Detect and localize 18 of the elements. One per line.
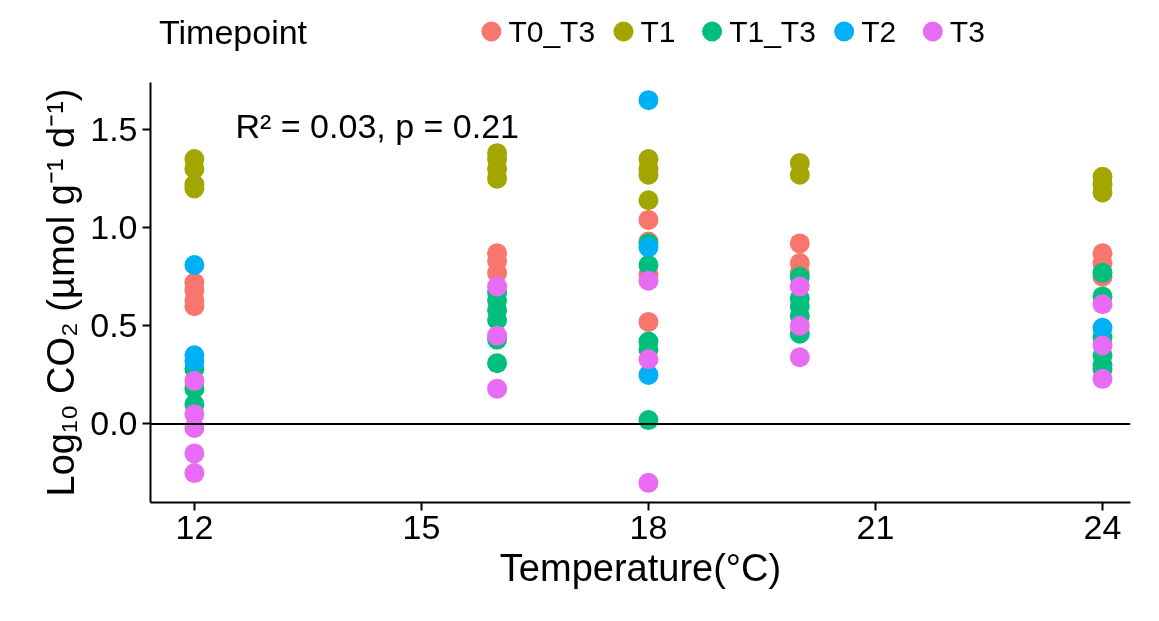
x-axis-title: Temperature(°C) (499, 546, 782, 589)
y-axis-title: Log₁₀ CO₂ (µmol g⁻¹ d⁻¹) (40, 88, 83, 497)
y-tick-label: 0.0 (90, 404, 138, 443)
x-tick-label: 18 (629, 507, 668, 546)
x-tick-label: 15 (402, 507, 441, 546)
y-tick-label: 0.5 (90, 306, 138, 345)
y-tick-label: 1.5 (90, 110, 138, 149)
annotation: R² = 0.03, p = 0.21 (235, 106, 520, 145)
x-tick-label: 12 (175, 507, 214, 546)
legend-label: T1 (640, 15, 676, 48)
legend-label: T3 (949, 15, 985, 48)
x-tick-label: 24 (1083, 507, 1122, 546)
x-tick-label: 21 (856, 507, 895, 546)
legend-title: Timepoint (159, 12, 308, 51)
legend-label: T2 (861, 15, 897, 48)
legend-label: T1_T3 (729, 15, 816, 48)
legend-label: T0_T3 (508, 15, 596, 48)
y-tick-label: 1.0 (90, 208, 138, 247)
